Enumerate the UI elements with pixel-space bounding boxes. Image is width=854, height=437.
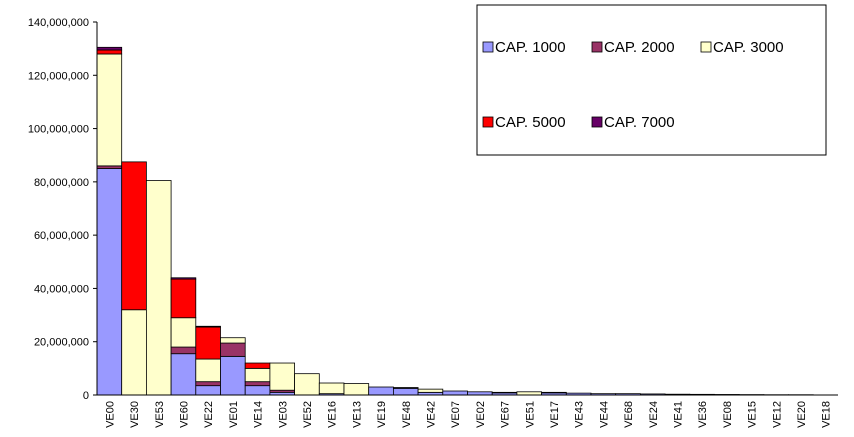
bar-segment [121, 309, 147, 396]
legend-label: CAP. 5000 [495, 114, 566, 131]
legend-swatch [591, 116, 603, 128]
x-tick-label: VE68 [623, 401, 635, 428]
x-tick-label: VE48 [401, 401, 413, 428]
bar-segment [294, 373, 320, 396]
bar-segment [145, 180, 172, 396]
bar-segment [244, 367, 271, 383]
bar-segment [170, 278, 197, 319]
bar-segment [96, 46, 123, 51]
bar-segment [220, 355, 246, 396]
y-tick-label: 120,000,000 [28, 70, 89, 82]
x-tick-label: VE20 [796, 401, 808, 428]
x-tick-label: VE51 [524, 401, 536, 428]
bar-segment [244, 381, 271, 387]
bar-segment [170, 277, 197, 280]
bar-segment [121, 161, 147, 311]
bar-segment [392, 387, 419, 396]
x-tick-label: VE53 [154, 401, 166, 428]
x-tick-label: VE60 [178, 401, 190, 428]
bar-segment [170, 317, 197, 348]
bar-segment [244, 385, 271, 396]
bar-segment [170, 346, 197, 355]
y-tick-label: 100,000,000 [28, 124, 89, 136]
x-tick-label: VE01 [228, 401, 240, 428]
x-tick-label: VE03 [277, 401, 289, 428]
y-tick-label: 20,000,000 [34, 337, 89, 349]
x-tick-label: VE00 [104, 401, 116, 428]
legend-swatch [482, 41, 494, 53]
x-tick-label: VE14 [253, 401, 265, 428]
x-tick-label: VE18 [821, 401, 833, 428]
y-tick-label: 140,000,000 [28, 17, 89, 29]
bar-segment [541, 391, 567, 394]
bar-segment [318, 382, 345, 395]
x-tick-label: VE41 [672, 401, 684, 428]
legend: CAP. 1000 CAP. 2000 CAP. 3000 CAP. 5000 CAP.… [476, 4, 827, 156]
legend-box [476, 4, 827, 156]
bar-segment [220, 337, 246, 344]
bar-segment [220, 342, 246, 357]
x-tick-label: VE22 [203, 401, 215, 428]
x-tick-label: VE67 [500, 401, 512, 428]
legend-label: CAP. 7000 [604, 114, 675, 131]
bar-segment [368, 386, 394, 396]
x-tick-label: VE30 [129, 401, 141, 428]
bar-segment [96, 49, 123, 55]
y-tick-label: 40,000,000 [34, 283, 89, 295]
legend-label: CAP. 1000 [495, 39, 566, 56]
x-tick-label: VE19 [376, 401, 388, 428]
x-tick-label: VE12 [771, 401, 783, 428]
bar-segment [195, 385, 221, 396]
x-tick-label: VE43 [574, 401, 586, 428]
x-tick-label: VE52 [302, 401, 314, 428]
bar-segment [343, 383, 370, 396]
x-tick-label: VE08 [722, 401, 734, 428]
x-tick-label: VE07 [450, 401, 462, 428]
y-tick-label: 0 [83, 390, 89, 402]
bar-segment [244, 362, 271, 369]
bar-segment [195, 358, 221, 383]
bar-segment [195, 326, 221, 360]
bar-segment [491, 391, 518, 394]
bar-segment [195, 381, 221, 387]
y-tick-label: 60,000,000 [34, 230, 89, 242]
x-tick-label: VE36 [697, 401, 709, 428]
legend-label: CAP. 3000 [713, 39, 784, 56]
x-tick-label: VE17 [549, 401, 561, 428]
bar-segment [442, 390, 468, 396]
x-tick-label: VE44 [598, 401, 610, 428]
legend-swatch [482, 116, 494, 128]
bar-segment [96, 168, 123, 396]
x-tick-label: VE13 [351, 401, 363, 428]
bar-segment [269, 362, 295, 391]
legend-label: CAP. 2000 [604, 39, 675, 56]
legend-swatch [700, 41, 712, 53]
x-tick-label: VE24 [648, 401, 660, 428]
x-tick-label: VE42 [425, 401, 437, 428]
y-tick-label: 80,000,000 [34, 177, 89, 189]
bar-segment [392, 387, 419, 389]
bar-segment [195, 325, 221, 328]
bar-segment [417, 388, 444, 393]
x-tick-label: VE15 [747, 401, 759, 428]
bar-segment [170, 353, 197, 396]
legend-swatch [591, 41, 603, 53]
bar-segment [96, 53, 123, 167]
x-tick-label: VE16 [327, 401, 339, 428]
x-tick-label: VE02 [475, 401, 487, 428]
